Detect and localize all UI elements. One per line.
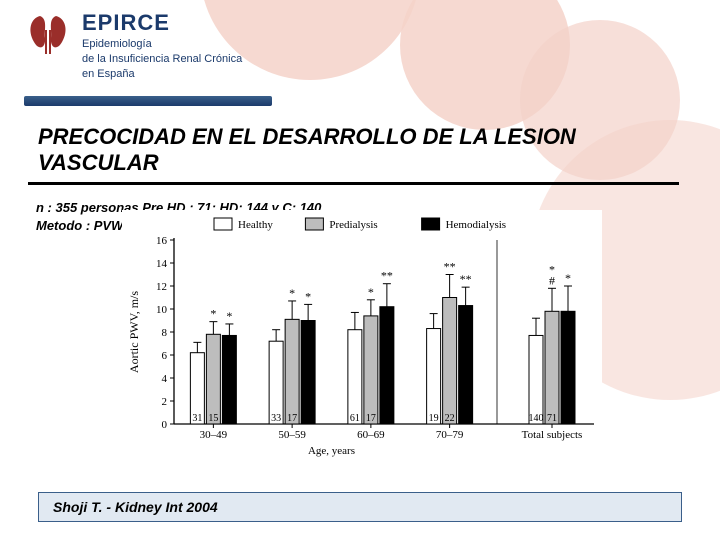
svg-text:25: 25 (461, 413, 471, 424)
svg-text:60–69: 60–69 (357, 429, 385, 441)
brand-name: EPIRCE (82, 10, 242, 36)
svg-text:45: 45 (303, 413, 313, 424)
svg-text:*: * (226, 309, 232, 323)
svg-text:10: 10 (156, 304, 168, 316)
logo-block: EPIRCE Epidemiología de la Insuficiencia… (24, 10, 242, 82)
slide-title: PRECOCIDAD EN EL DESARROLLO DE LA LESION… (28, 120, 692, 182)
svg-text:61: 61 (350, 413, 360, 424)
pwv-chart-svg: 0 2 4 6 8 10 12 14 16 Aortic PWV, m/s Healthy Predi… (122, 210, 602, 468)
svg-text:Age, years: Age, years (308, 445, 355, 457)
svg-text:33: 33 (271, 413, 281, 424)
svg-text:26: 26 (224, 413, 234, 424)
svg-text:*: * (289, 286, 295, 300)
svg-text:Aortic PWV, m/s: Aortic PWV, m/s (127, 291, 141, 373)
svg-text:Predialysis: Predialysis (329, 219, 377, 231)
svg-text:8: 8 (162, 327, 168, 339)
svg-text:*: * (549, 262, 555, 276)
svg-text:17: 17 (287, 413, 297, 424)
svg-text:**: ** (444, 260, 456, 274)
svg-text:16: 16 (156, 235, 168, 247)
svg-text:22: 22 (445, 413, 455, 424)
svg-text:**: ** (460, 272, 472, 286)
svg-text:*: * (305, 289, 311, 303)
svg-text:50–59: 50–59 (278, 429, 306, 441)
svg-text:*: * (565, 271, 571, 285)
svg-text:140: 140 (529, 413, 544, 424)
svg-text:2: 2 (162, 396, 168, 408)
svg-text:15: 15 (208, 413, 218, 424)
svg-text:**: ** (381, 269, 393, 283)
pwv-chart: 0 2 4 6 8 10 12 14 16 Aortic PWV, m/s Healthy Predi… (122, 210, 602, 468)
logo-underline (24, 96, 272, 106)
svg-text:17: 17 (366, 413, 376, 424)
svg-text:12: 12 (156, 281, 167, 293)
svg-text:Healthy: Healthy (238, 219, 273, 231)
svg-text:Hemodialysis: Hemodialysis (446, 219, 507, 231)
svg-text:*: * (368, 285, 374, 299)
svg-text:*: * (210, 307, 216, 321)
kidney-icon (24, 10, 72, 54)
svg-text:4: 4 (162, 373, 168, 385)
brand-subtitle-3: en España (82, 68, 242, 81)
citation: Shoji T. - Kidney Int 2004 (38, 492, 682, 522)
svg-text:0: 0 (162, 419, 168, 431)
svg-text:Total subjects: Total subjects (522, 429, 583, 441)
svg-text:144: 144 (561, 413, 576, 424)
svg-text:6: 6 (162, 350, 168, 362)
brand-subtitle-1: Epidemiología (82, 38, 242, 51)
svg-text:48: 48 (382, 413, 392, 424)
svg-text:14: 14 (156, 258, 168, 270)
svg-text:19: 19 (429, 413, 439, 424)
svg-text:70–79: 70–79 (436, 429, 464, 441)
svg-text:30–49: 30–49 (200, 429, 228, 441)
brand-subtitle-2: de la Insuficiencia Renal Crónica (82, 53, 242, 66)
svg-text:71: 71 (547, 413, 557, 424)
svg-text:31: 31 (192, 413, 202, 424)
title-rule (28, 182, 679, 185)
